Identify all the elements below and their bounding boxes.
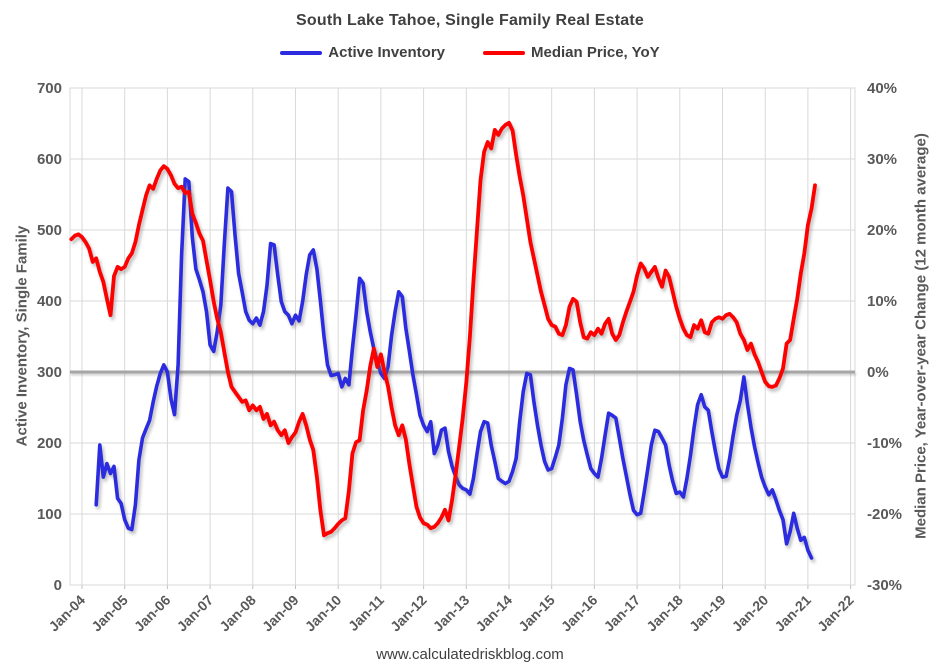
x-tick-label: Jan-16 — [558, 592, 601, 635]
series-active-inventory — [94, 177, 814, 560]
legend-label: Active Inventory — [328, 44, 446, 61]
x-tick-label: Jan-17 — [601, 592, 644, 635]
x-tick-label: Jan-18 — [643, 592, 686, 635]
x-tick-label: Jan-14 — [472, 592, 515, 635]
x-tick-label: Jan-10 — [302, 592, 345, 635]
right-axis-tick-label: 30% — [867, 151, 897, 168]
blue-line-icon — [280, 50, 323, 55]
x-tick-label: Jan-05 — [88, 592, 131, 635]
left-axis-tick-label: 500 — [37, 222, 62, 239]
x-tick-label: Jan-06 — [131, 592, 174, 635]
legend-item-median-price: Median Price, YoY — [483, 44, 660, 61]
page-title: South Lake Tahoe, Single Family Real Est… — [296, 12, 644, 29]
x-tick-label: Jan-20 — [729, 592, 772, 635]
legend-label: Median Price, YoY — [531, 44, 660, 61]
x-tick-label: Jan-22 — [814, 592, 857, 635]
footer-url: www.calculatedriskblog.com — [376, 646, 564, 663]
plot-border — [69, 87, 856, 586]
x-tick-label: Jan-09 — [259, 592, 302, 635]
right-axis-tick-label: 20% — [867, 222, 897, 239]
right-axis-title: Median Price, Year-over-year Change (12 … — [912, 133, 930, 539]
x-tick-label: Jan-15 — [515, 592, 558, 635]
left-axis-tick-label: 600 — [37, 151, 62, 168]
left-axis-title: Active Inventory, Single Family — [13, 225, 31, 447]
x-tick-label: Jan-11 — [345, 592, 387, 634]
right-axis-tick-label: -30% — [867, 577, 902, 594]
right-axis-tick-label: -20% — [867, 506, 902, 523]
legend-item-active-inventory: Active Inventory — [280, 44, 445, 61]
left-axis-tick-label: 0 — [54, 577, 62, 594]
right-axis-tick-label: 10% — [867, 293, 897, 310]
x-tick-label: Jan-04 — [45, 592, 88, 635]
x-tick-label: Jan-08 — [216, 592, 259, 635]
x-tick-label: Jan-07 — [174, 592, 217, 635]
x-tick-label: Jan-12 — [387, 592, 430, 635]
left-axis-tick-label: 200 — [37, 435, 62, 452]
left-axis-tick-label: 300 — [37, 364, 62, 381]
x-tick-label: Jan-21 — [771, 592, 814, 635]
series-median-price-yoy — [69, 120, 817, 538]
chart-legend: Active Inventory Median Price, YoY — [0, 44, 940, 61]
left-axis-tick-label: 700 — [37, 80, 62, 97]
x-tick-label: Jan-19 — [686, 592, 729, 635]
x-tick-label: Jan-13 — [430, 592, 473, 635]
red-line-icon — [483, 50, 526, 55]
right-axis-tick-label: 0% — [867, 364, 889, 381]
left-axis-tick-label: 400 — [37, 293, 62, 310]
right-axis-tick-label: 40% — [867, 80, 897, 97]
right-axis-tick-label: -10% — [867, 435, 902, 452]
left-axis-tick-label: 100 — [37, 506, 62, 523]
